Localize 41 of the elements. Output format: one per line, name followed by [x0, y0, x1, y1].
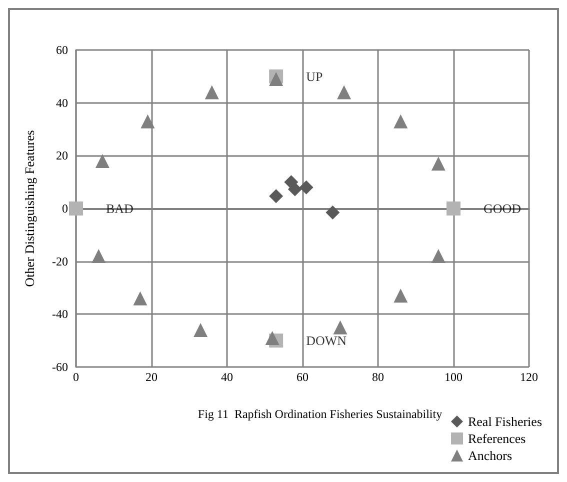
y-tick-label: -60 [52, 360, 68, 374]
legend-label: Real Fisheries [468, 414, 542, 429]
x-tick-label: 120 [520, 370, 538, 384]
point [431, 156, 446, 171]
point [333, 320, 348, 334]
point [446, 202, 460, 216]
point [269, 189, 284, 204]
point [269, 72, 284, 86]
text: Fig 11 Rapfish Ordination Fisheries Sustainability [198, 407, 442, 421]
point [394, 114, 408, 128]
x-tick-label: 0 [73, 370, 79, 384]
x-tick-label: 20 [146, 370, 158, 384]
y-tick-label: 20 [56, 148, 68, 163]
x-tick-label: 60 [296, 370, 308, 384]
point [140, 114, 155, 128]
point [299, 180, 314, 194]
x-tick-label: 40 [221, 370, 233, 384]
point [394, 288, 408, 303]
x-tick-label: 80 [372, 370, 384, 384]
point [194, 323, 208, 338]
y-tick-label: 0 [62, 202, 68, 216]
annotation: DOWN [306, 333, 348, 348]
point [288, 182, 302, 196]
point [69, 202, 83, 216]
point [95, 154, 110, 168]
y-tick-label: 40 [56, 96, 68, 110]
point [92, 249, 106, 264]
point [265, 330, 280, 345]
point [337, 85, 352, 100]
point [133, 291, 148, 306]
y-tick-label: 60 [56, 43, 68, 57]
y-tick-label: -20 [52, 254, 68, 268]
y-axis-title: Other Distinguishing Features [22, 130, 37, 287]
annotation: UP [306, 68, 323, 84]
point [326, 205, 340, 220]
legend-label: References [468, 431, 526, 446]
y-tick-label: -40 [52, 307, 68, 322]
point [431, 249, 446, 264]
legend-label: Anchors [468, 448, 512, 463]
x-tick-label: 100 [444, 370, 462, 384]
point [204, 85, 219, 100]
